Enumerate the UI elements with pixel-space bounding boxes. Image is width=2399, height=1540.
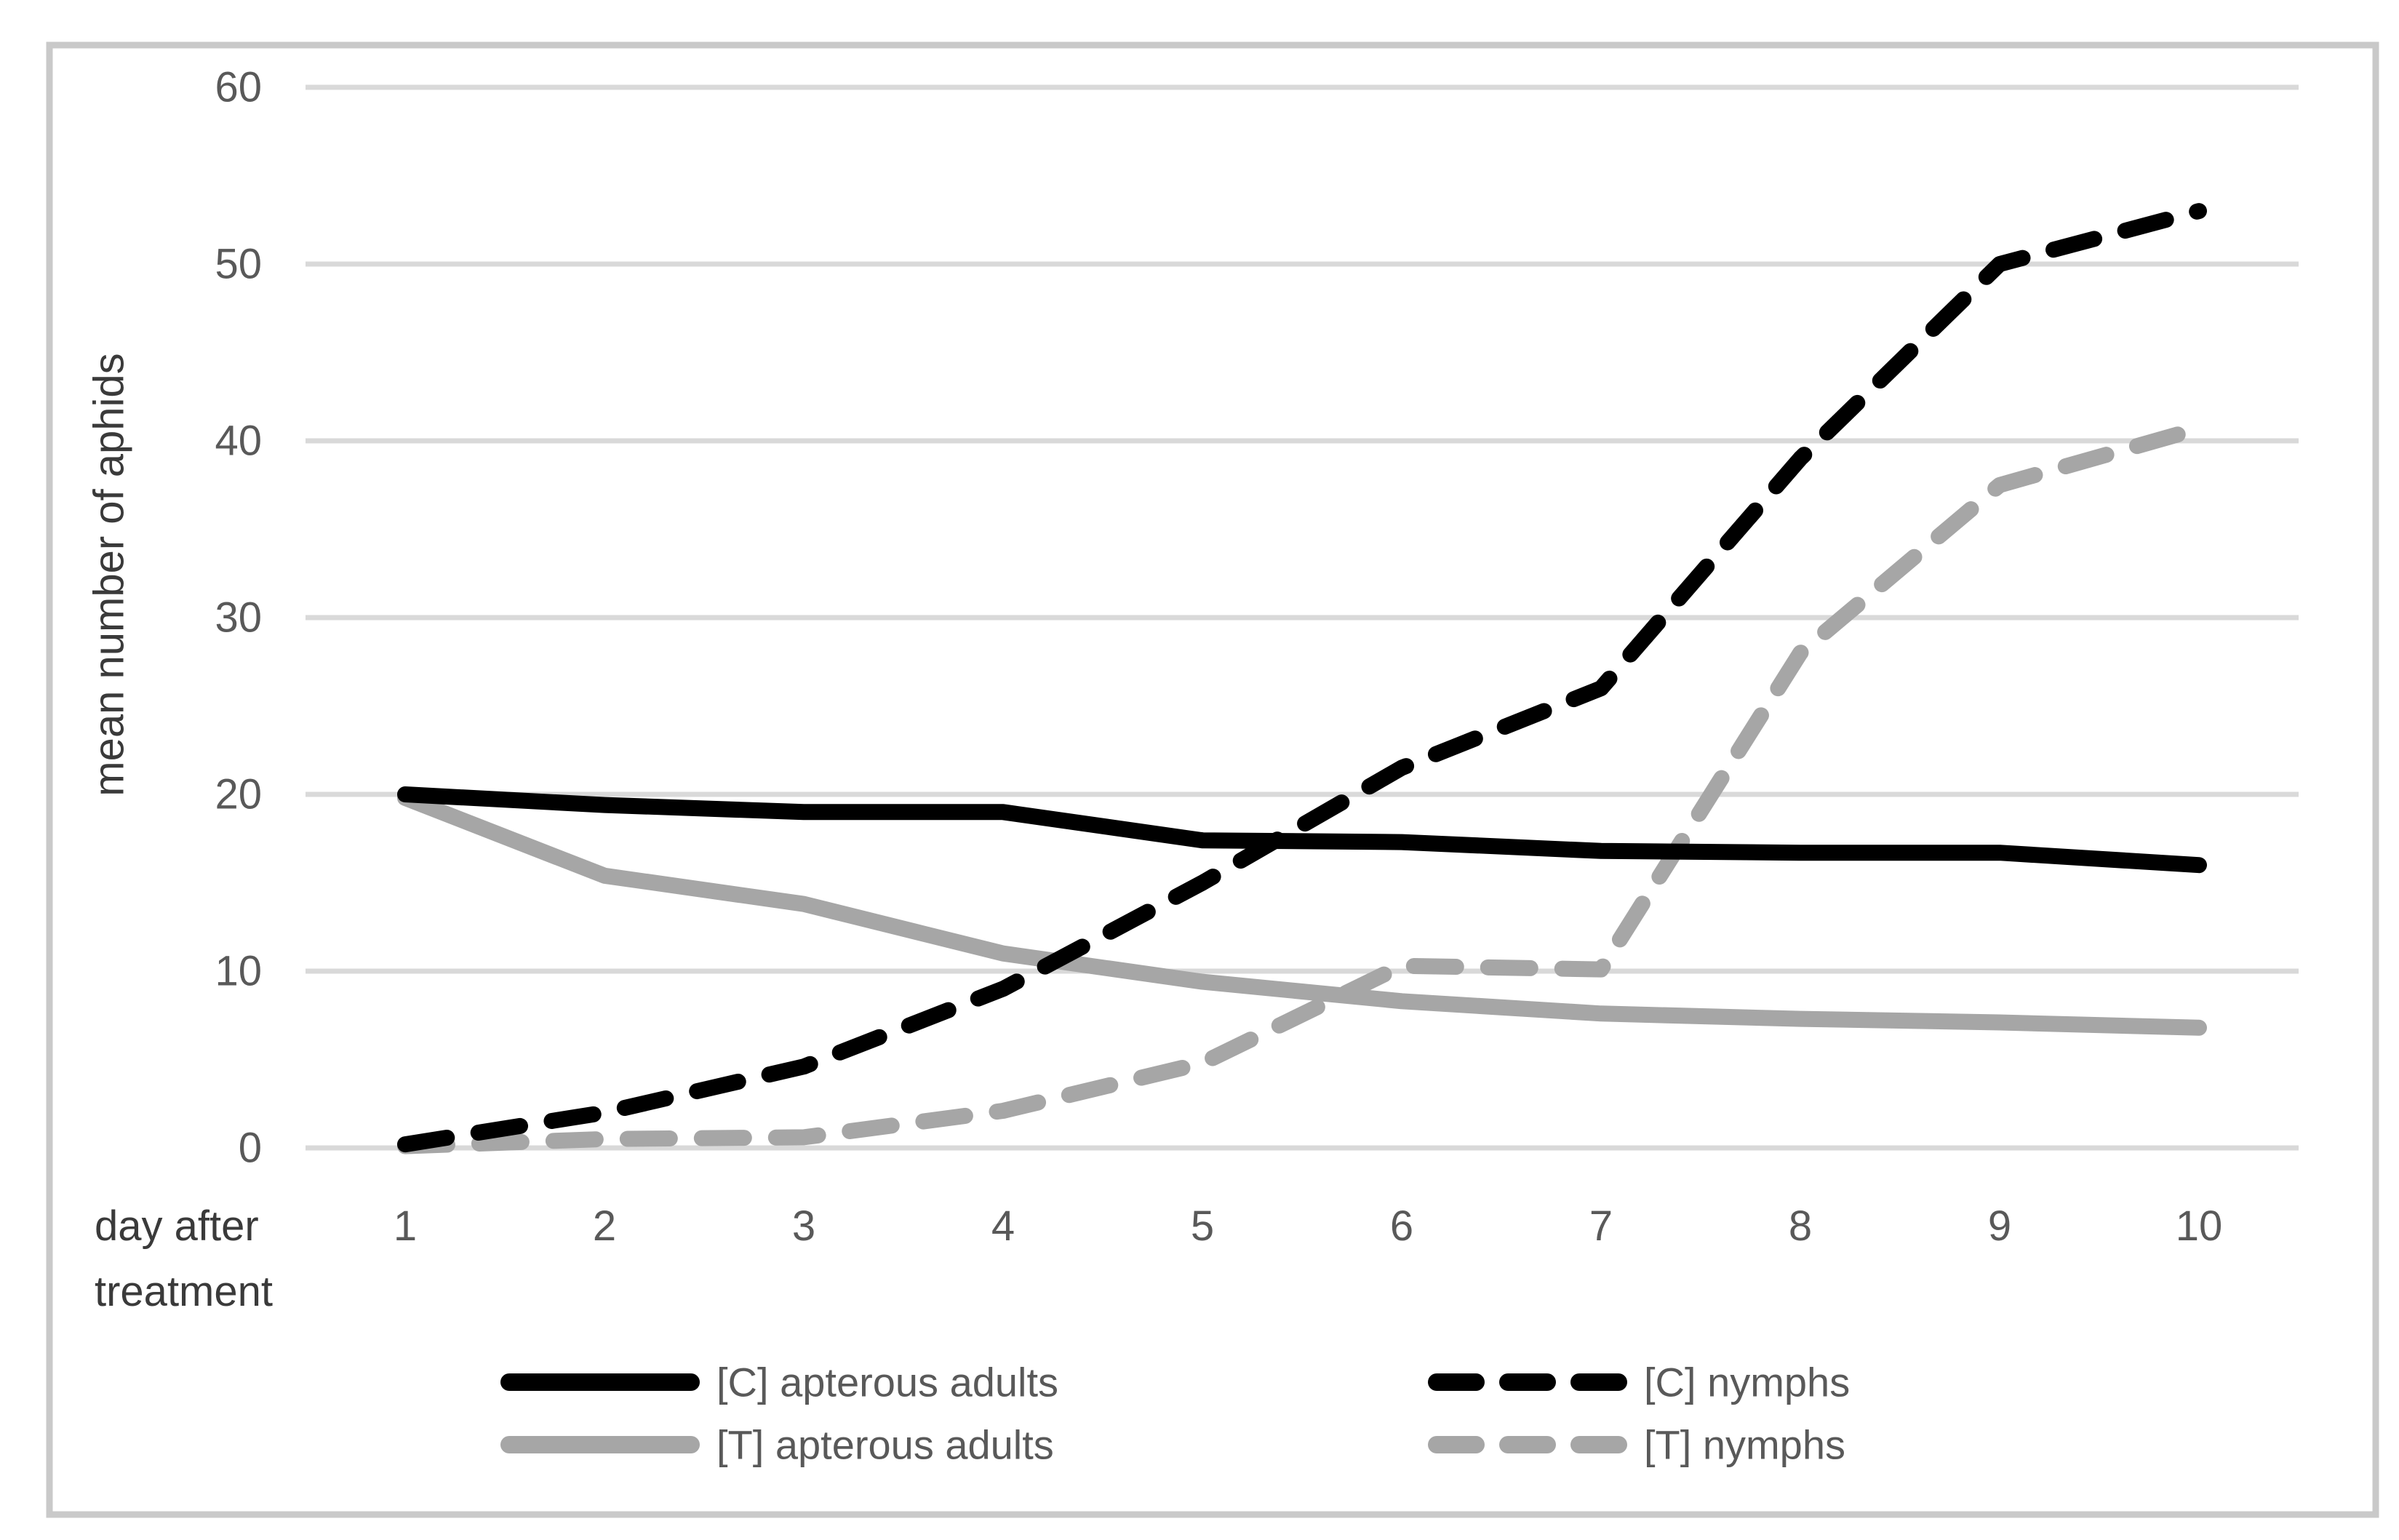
y-tick-label-50: 50 bbox=[215, 241, 262, 288]
x-tick-label-3: 3 bbox=[792, 1202, 815, 1250]
x-tick-label-9: 9 bbox=[1988, 1202, 2011, 1250]
legend-label-t-apterous-adults: [T] apterous adults bbox=[716, 1422, 1054, 1468]
y-tick-label-0: 0 bbox=[239, 1125, 262, 1172]
legend-item-t-apterous-adults: [T] apterous adults bbox=[500, 1422, 1054, 1468]
y-tick-label-60: 60 bbox=[215, 64, 262, 111]
x-tick-label-8: 8 bbox=[1789, 1202, 1812, 1250]
series-line-c-apterous-adults bbox=[397, 786, 2207, 874]
legend-item-t-nymphs: [T] nymphs bbox=[1428, 1422, 1845, 1468]
legend: [C] apterous adults [C] nymphs [T] apterou… bbox=[500, 1360, 1850, 1468]
y-axis-title: mean number of aphids bbox=[86, 353, 133, 796]
x-tick-label-7: 7 bbox=[1589, 1202, 1613, 1250]
x-tick-label-10: 10 bbox=[2176, 1202, 2223, 1250]
x-tick-label-2: 2 bbox=[593, 1202, 616, 1250]
x-axis-title: day after treatment bbox=[95, 1202, 273, 1315]
legend-item-c-apterous-adults: [C] apterous adults bbox=[500, 1360, 1058, 1405]
x-tick-label-6: 6 bbox=[1390, 1202, 1413, 1250]
x-axis-tick-labels: 1 2 3 4 5 6 7 8 9 10 bbox=[394, 1202, 2222, 1250]
x-axis-title-line-2: treatment bbox=[95, 1268, 273, 1315]
series-line-t-apterous-adults bbox=[397, 789, 2207, 1036]
x-tick-label-4: 4 bbox=[991, 1202, 1015, 1250]
x-axis-title-line-1: day after bbox=[95, 1202, 259, 1250]
series-line-c-nymphs bbox=[397, 203, 2207, 1153]
gridlines-group bbox=[306, 84, 2299, 1151]
y-axis-tick-labels: 0 10 20 30 40 50 60 bbox=[215, 64, 262, 1172]
y-tick-label-30: 30 bbox=[215, 594, 262, 642]
legend-label-c-nymphs: [C] nymphs bbox=[1644, 1360, 1850, 1405]
y-tick-label-20: 20 bbox=[215, 771, 262, 818]
x-tick-label-1: 1 bbox=[394, 1202, 417, 1250]
series-lines-group bbox=[397, 203, 2207, 1154]
legend-item-c-nymphs: [C] nymphs bbox=[1428, 1360, 1850, 1405]
y-tick-label-40: 40 bbox=[215, 418, 262, 465]
legend-label-c-apterous-adults: [C] apterous adults bbox=[716, 1360, 1058, 1405]
legend-label-t-nymphs: [T] nymphs bbox=[1644, 1422, 1845, 1468]
figure-border bbox=[46, 41, 2379, 1518]
y-tick-label-10: 10 bbox=[215, 948, 262, 995]
series-line-t-nymphs bbox=[397, 420, 2207, 1154]
x-tick-label-5: 5 bbox=[1191, 1202, 1214, 1250]
